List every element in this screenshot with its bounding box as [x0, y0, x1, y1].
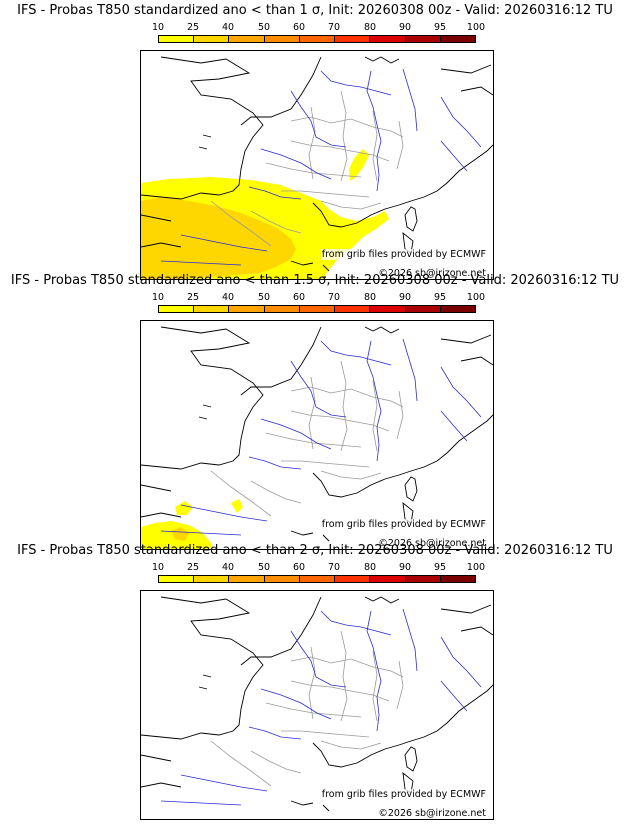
copyright-notice: ©2026 sb@irizone.net [377, 268, 487, 279]
probability-map: from grib files provided by ECMWF ©2026 … [140, 50, 494, 280]
legend-swatch [159, 306, 195, 312]
legend-swatch [159, 576, 195, 582]
legend-tick: 60 [292, 22, 306, 33]
legend-tick: 10 [151, 562, 165, 573]
admin-borders [210, 630, 404, 787]
legend-tick: 25 [186, 22, 200, 33]
legend-tick: 50 [257, 292, 271, 303]
legend-tick: 60 [292, 292, 306, 303]
legend-tick: 80 [363, 292, 377, 303]
map-panel-1: IFS - Probas T850 standardized ano < tha… [0, 3, 630, 280]
probability-area-25 [141, 197, 296, 279]
legend-swatch [264, 36, 300, 42]
legend-tick: 10 [151, 292, 165, 303]
copyright-notice: ©2026 sb@irizone.net [377, 538, 487, 549]
color-legend [158, 305, 476, 313]
legend-swatch [229, 576, 265, 582]
coastline-islands [198, 56, 493, 150]
legend-tick: 70 [327, 292, 341, 303]
probability-map: from grib files provided by ECMWF ©2026 … [140, 320, 494, 550]
legend-swatch [299, 306, 336, 312]
legend-tick: 90 [398, 22, 412, 33]
color-legend [158, 575, 476, 583]
legend-swatch [335, 36, 371, 42]
legend-swatch [335, 306, 371, 312]
color-legend [158, 35, 476, 43]
legend-tick: 70 [327, 562, 341, 573]
legend-swatch [335, 576, 371, 582]
legend-swatch [299, 576, 336, 582]
probability-area-10 [349, 149, 369, 181]
legend-swatch [405, 306, 441, 312]
legend-swatch [440, 36, 475, 42]
legend-tick: 90 [398, 562, 412, 573]
legend-tick: 90 [398, 292, 412, 303]
legend-tick: 100 [466, 22, 486, 33]
legend-swatch [229, 306, 265, 312]
legend-swatch [229, 36, 265, 42]
legend-tick: 60 [292, 562, 306, 573]
legend-swatch [299, 36, 336, 42]
legend-swatch [194, 36, 230, 42]
legend-tick: 95 [433, 562, 447, 573]
legend-tick: 80 [363, 562, 377, 573]
legend-swatch [264, 306, 300, 312]
legend-tick: 100 [466, 292, 486, 303]
legend-tick: 70 [327, 22, 341, 33]
legend-tick: 25 [186, 562, 200, 573]
admin-borders [210, 360, 404, 517]
legend-swatch [159, 36, 195, 42]
probability-area-10 [231, 499, 243, 513]
panel-title: IFS - Probas T850 standardized ano < tha… [17, 3, 613, 18]
probability-map: from grib files provided by ECMWF ©2026 … [140, 590, 494, 820]
map-canvas [141, 596, 493, 812]
legend-tick: 95 [433, 22, 447, 33]
panel-title: IFS - Probas T850 standardized ano < tha… [17, 543, 613, 558]
legend-swatch [440, 306, 475, 312]
copyright-notice: ©2026 sb@irizone.net [377, 808, 487, 819]
probability-area-25 [151, 211, 171, 231]
legend-tick-labels: 10 25 40 50 60 70 80 90 95 100 [146, 22, 496, 34]
legend-tick: 40 [221, 562, 235, 573]
legend-tick: 10 [151, 22, 165, 33]
admin-borders [210, 90, 404, 247]
legend-tick-labels: 10 25 40 50 60 70 80 90 95 100 [146, 292, 496, 304]
legend-tick: 100 [466, 562, 486, 573]
legend-tick: 25 [186, 292, 200, 303]
rivers [160, 608, 482, 806]
map-canvas [141, 326, 493, 549]
probability-area-25 [171, 527, 189, 541]
legend-tick: 40 [221, 292, 235, 303]
legend-swatch [264, 576, 300, 582]
legend-tick: 50 [257, 562, 271, 573]
data-source-credit: from grib files provided by ECMWF [320, 249, 487, 260]
legend-swatch [370, 306, 406, 312]
legend-tick: 40 [221, 22, 235, 33]
legend-swatch [370, 36, 406, 42]
coastline [141, 326, 493, 542]
legend-tick-labels: 10 25 40 50 60 70 80 90 95 100 [146, 562, 496, 574]
panel-title: IFS - Probas T850 standardized ano < tha… [10, 273, 620, 288]
legend-swatch [405, 36, 441, 42]
coastline-islands [198, 326, 493, 420]
legend-swatch [440, 576, 475, 582]
data-source-credit: from grib files provided by ECMWF [320, 519, 487, 530]
legend-swatch [194, 576, 230, 582]
rivers [160, 68, 482, 266]
coastline-islands [198, 596, 493, 690]
rivers [160, 338, 482, 536]
legend-tick: 50 [257, 22, 271, 33]
data-source-credit: from grib files provided by ECMWF [320, 789, 487, 800]
legend-swatch [405, 576, 441, 582]
map-panel-2: IFS - Probas T850 standardized ano < tha… [0, 273, 630, 550]
probability-area-10 [175, 501, 193, 515]
legend-swatch [370, 576, 406, 582]
legend-tick: 95 [433, 292, 447, 303]
map-panel-3: IFS - Probas T850 standardized ano < tha… [0, 543, 630, 820]
legend-tick: 80 [363, 22, 377, 33]
coastline [141, 596, 493, 812]
legend-swatch [194, 306, 230, 312]
map-canvas [141, 56, 493, 279]
